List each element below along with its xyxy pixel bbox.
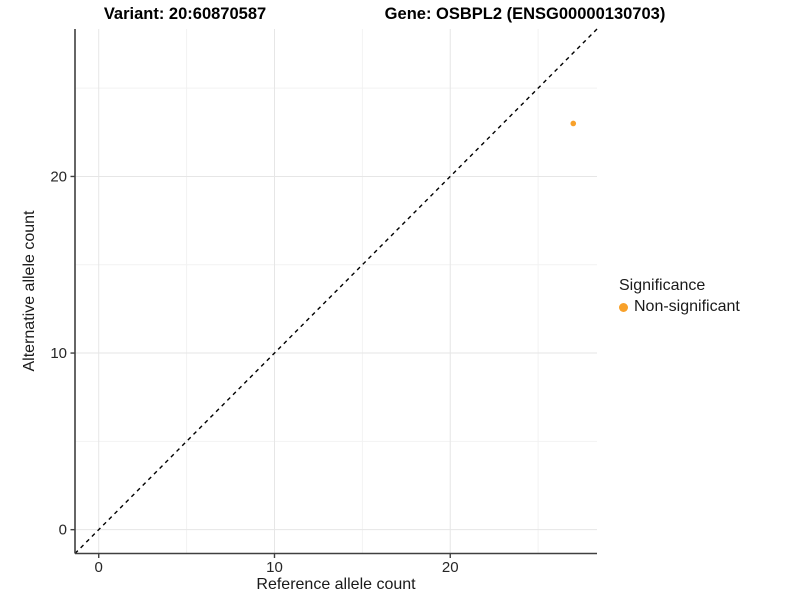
y-tick-label: 20 <box>50 168 67 185</box>
legend-item: Non-significant <box>619 298 740 316</box>
x-axis-title: Reference allele count <box>256 576 416 593</box>
legend: Significance Non-significant <box>619 276 740 316</box>
legend-item-label: Non-significant <box>634 298 740 315</box>
y-tick-label: 10 <box>50 345 67 362</box>
gene-title: Gene: OSBPL2 (ENSG00000130703) <box>384 5 666 23</box>
y-axis-title: Alternative allele count <box>21 210 38 372</box>
legend-point-icon <box>619 302 628 312</box>
identity-line <box>74 28 598 554</box>
y-tick-label: 0 <box>59 522 67 539</box>
x-tick-label: 0 <box>95 559 103 576</box>
data-point <box>570 120 577 127</box>
x-tick-label: 10 <box>266 559 283 576</box>
legend-title: Significance <box>619 277 706 294</box>
x-tick-label: 20 <box>442 559 459 576</box>
variant-title: Variant: 20:60870587 <box>103 5 267 23</box>
